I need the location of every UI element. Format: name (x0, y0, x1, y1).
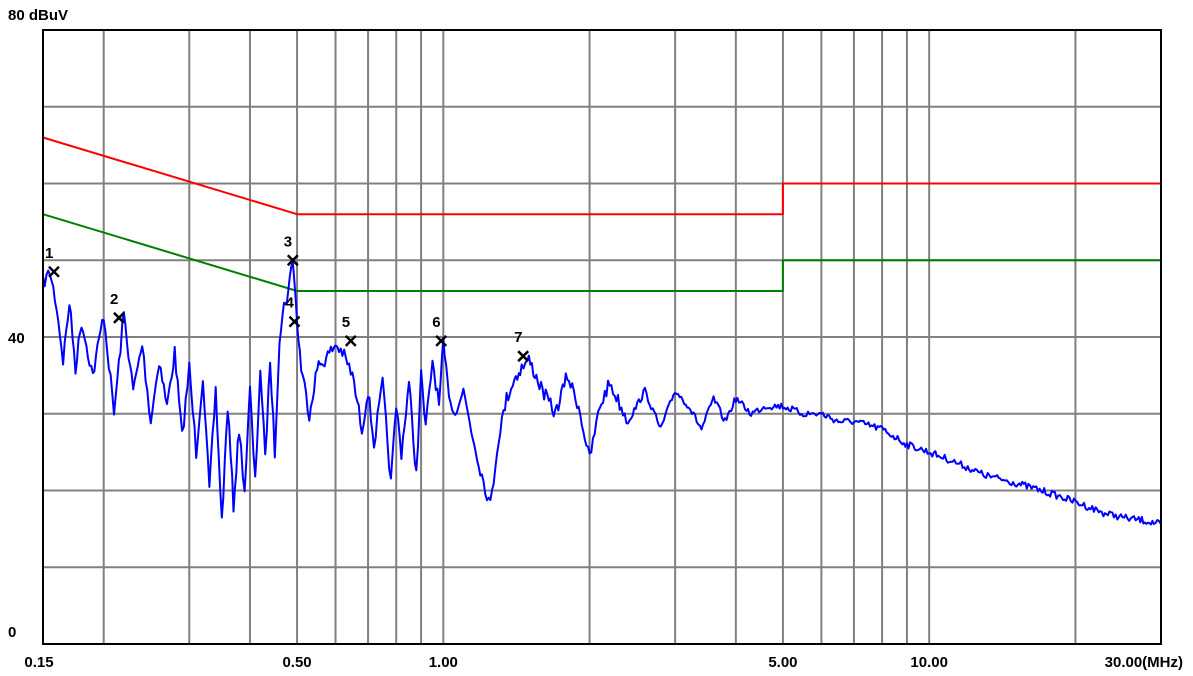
x-tick-label: 10.00 (910, 654, 948, 671)
marker-label: 6 (432, 314, 440, 331)
marker-cross (344, 334, 357, 347)
marker-layer: 1 2 3 4 5 6 7 (45, 233, 530, 363)
x-tick-labels: 0.15 0.50 1.00 5.00 10.00 30.00(MHz) (24, 654, 1183, 671)
marker-label: 2 (110, 291, 118, 308)
y-tick-label: 80 dBuV (8, 7, 68, 24)
marker-5: 5 (342, 314, 357, 347)
marker-label: 4 (286, 295, 295, 312)
x-tick-label: 0.15 (24, 654, 53, 671)
y-tick-label: 0 (8, 624, 16, 641)
marker-label: 1 (45, 245, 53, 262)
measurement-trace (42, 260, 1162, 526)
x-tick-label: 1.00 (429, 654, 458, 671)
limit-line-green (42, 213, 1161, 292)
x-tick-label: 0.50 (282, 654, 311, 671)
marker-label: 3 (284, 233, 292, 250)
limit-line-red (42, 136, 1161, 216)
marker-cross (48, 265, 60, 278)
marker-4: 4 (286, 295, 301, 328)
y-tick-label: 40 (8, 330, 25, 347)
series-layer (42, 136, 1162, 526)
marker-label: 7 (514, 329, 522, 346)
x-tick-label: 30.00(MHz) (1105, 654, 1183, 671)
x-tick-label: 5.00 (768, 654, 797, 671)
marker-6: 6 (432, 314, 448, 347)
marker-2: 2 (110, 291, 125, 324)
y-tick-labels: 80 dBuV 40 0 (8, 7, 68, 641)
marker-cross (435, 334, 448, 347)
plot-frame (42, 29, 1162, 645)
marker-1: 1 (45, 245, 60, 278)
marker-cross (288, 315, 301, 328)
marker-cross (286, 254, 299, 267)
marker-label: 5 (342, 314, 350, 331)
marker-cross (113, 311, 125, 324)
marker-3: 3 (284, 233, 299, 267)
marker-7: 7 (514, 329, 530, 363)
marker-cross (517, 350, 530, 363)
